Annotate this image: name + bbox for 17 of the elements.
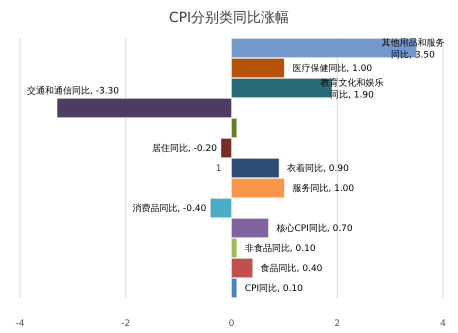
x-tick-label: -2 <box>121 319 130 329</box>
data-label: 居住同比, -0.20 <box>152 143 218 154</box>
data-label: 服务同比, 1.00 <box>292 183 354 194</box>
x-tick-label: -4 <box>16 319 25 329</box>
x-tick-label: 2 <box>334 319 340 329</box>
data-label: 医疗保健同比, 1.00 <box>292 63 372 74</box>
data-label: 核心CPI同比, 0.70 <box>276 223 353 234</box>
chart-title: CPI分别类同比涨幅 <box>168 10 290 26</box>
data-label: 消费品同比, -0.40 <box>132 203 207 214</box>
x-tick-label: 0 <box>228 319 235 329</box>
data-label: 衣着同比, 0.90 <box>287 163 350 174</box>
data-label: CPI同比, 0.10 <box>244 283 304 294</box>
data-label: 食品同比, 0.40 <box>260 263 323 274</box>
x-tick-label: 4 <box>440 319 446 329</box>
annotation: 1 <box>216 164 222 174</box>
data-label: 非食品同比, 0.10 <box>244 243 316 254</box>
data-label: 交通和通信同比, -3.30 <box>27 85 120 96</box>
